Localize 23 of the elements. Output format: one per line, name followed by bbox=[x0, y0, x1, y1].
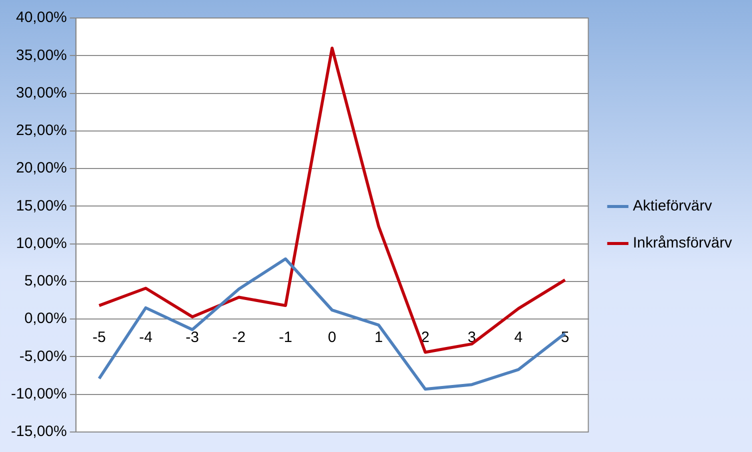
y-tick-label: 40,00% bbox=[16, 9, 67, 26]
x-tick-label: 1 bbox=[374, 329, 383, 346]
y-tick-label: 0,00% bbox=[24, 310, 67, 328]
x-tick-label: -4 bbox=[139, 329, 152, 346]
legend-label: Inkråmsförvärv bbox=[632, 234, 732, 252]
y-tick-label: 15,00% bbox=[16, 197, 67, 214]
y-tick-label: 20,00% bbox=[16, 160, 67, 177]
y-tick-label: -10,00% bbox=[10, 386, 67, 403]
x-tick-label: -5 bbox=[92, 329, 106, 346]
legend-label: Aktieförvärv bbox=[632, 198, 713, 215]
y-tick-label: 35,00% bbox=[16, 46, 67, 64]
y-tick-label: 25,00% bbox=[16, 122, 67, 140]
x-tick-label: 2 bbox=[421, 329, 430, 346]
x-tick-label: -3 bbox=[186, 329, 200, 346]
x-tick-label: -1 bbox=[278, 329, 292, 346]
y-tick-label: 30,00% bbox=[16, 84, 67, 102]
y-tick-label: -5,00% bbox=[19, 348, 67, 365]
y-tick-label: 5,00% bbox=[24, 272, 67, 290]
x-tick-label: 4 bbox=[514, 329, 523, 346]
x-tick-label: -2 bbox=[232, 329, 246, 346]
y-tick-label: 10,00% bbox=[16, 234, 67, 252]
y-tick-label: -15,00% bbox=[10, 423, 67, 440]
x-tick-label: 0 bbox=[328, 329, 336, 346]
